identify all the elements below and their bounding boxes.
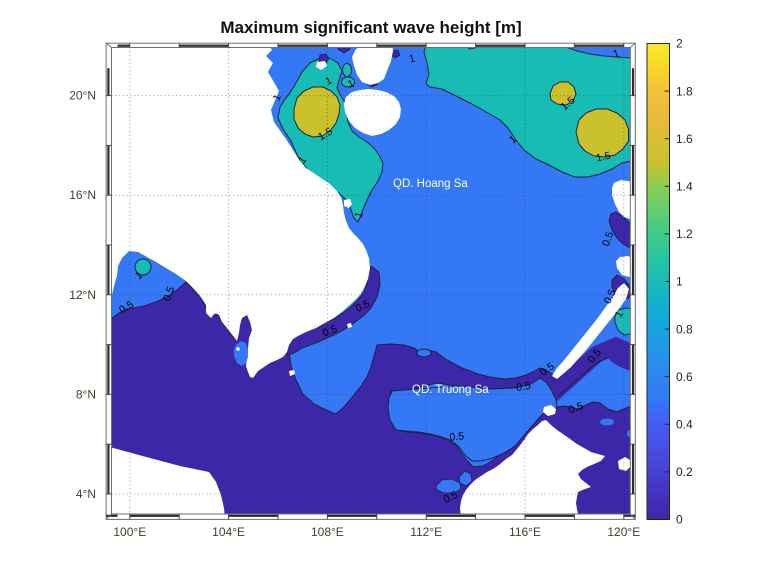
svg-text:1: 1 (408, 53, 417, 66)
svg-text:0.5: 0.5 (567, 400, 585, 416)
svg-text:108°E: 108°E (311, 525, 344, 539)
svg-text:QD. Truong Sa: QD. Truong Sa (412, 384, 489, 396)
svg-text:0.5: 0.5 (516, 380, 532, 394)
svg-text:12°N: 12°N (69, 288, 96, 302)
svg-text:0.4: 0.4 (676, 418, 693, 432)
svg-text:0.5: 0.5 (449, 430, 465, 443)
svg-text:1: 1 (613, 309, 626, 320)
svg-text:120°E: 120°E (607, 525, 640, 539)
svg-text:1: 1 (296, 154, 309, 166)
svg-text:1.6: 1.6 (676, 132, 693, 146)
svg-text:1: 1 (353, 210, 366, 219)
svg-text:1.5: 1.5 (595, 150, 612, 165)
svg-text:2: 2 (676, 37, 683, 51)
svg-text:1.8: 1.8 (676, 84, 693, 98)
svg-text:4°N: 4°N (76, 487, 96, 501)
svg-text:104°E: 104°E (212, 525, 245, 539)
svg-text:1.4: 1.4 (676, 180, 693, 194)
svg-text:16°N: 16°N (69, 188, 96, 202)
svg-text:1.2: 1.2 (676, 227, 693, 241)
svg-text:0.5: 0.5 (442, 489, 460, 506)
svg-text:20°N: 20°N (69, 89, 96, 103)
svg-text:1: 1 (612, 48, 621, 61)
svg-text:0.5: 0.5 (354, 298, 372, 315)
svg-text:0.8: 0.8 (676, 322, 693, 336)
svg-text:1: 1 (676, 275, 683, 289)
svg-text:0.5: 0.5 (600, 230, 616, 248)
svg-text:1: 1 (346, 77, 356, 90)
svg-text:QD. Hoang Sa: QD. Hoang Sa (393, 178, 468, 190)
svg-text:8°N: 8°N (76, 387, 96, 401)
svg-text:0.5: 0.5 (602, 287, 619, 305)
svg-text:1: 1 (324, 75, 335, 88)
svg-text:Maximum significant wave heigh: Maximum significant wave height [m] (220, 18, 521, 37)
svg-text:112°E: 112°E (410, 525, 442, 539)
svg-text:0.2: 0.2 (676, 465, 693, 479)
svg-text:100°E: 100°E (113, 525, 146, 539)
svg-text:1: 1 (271, 92, 284, 103)
svg-text:0.5: 0.5 (321, 323, 339, 339)
svg-text:116°E: 116°E (509, 525, 541, 539)
svg-text:0.6: 0.6 (676, 370, 693, 384)
svg-text:0.5: 0.5 (161, 285, 177, 303)
svg-text:0: 0 (676, 513, 683, 527)
